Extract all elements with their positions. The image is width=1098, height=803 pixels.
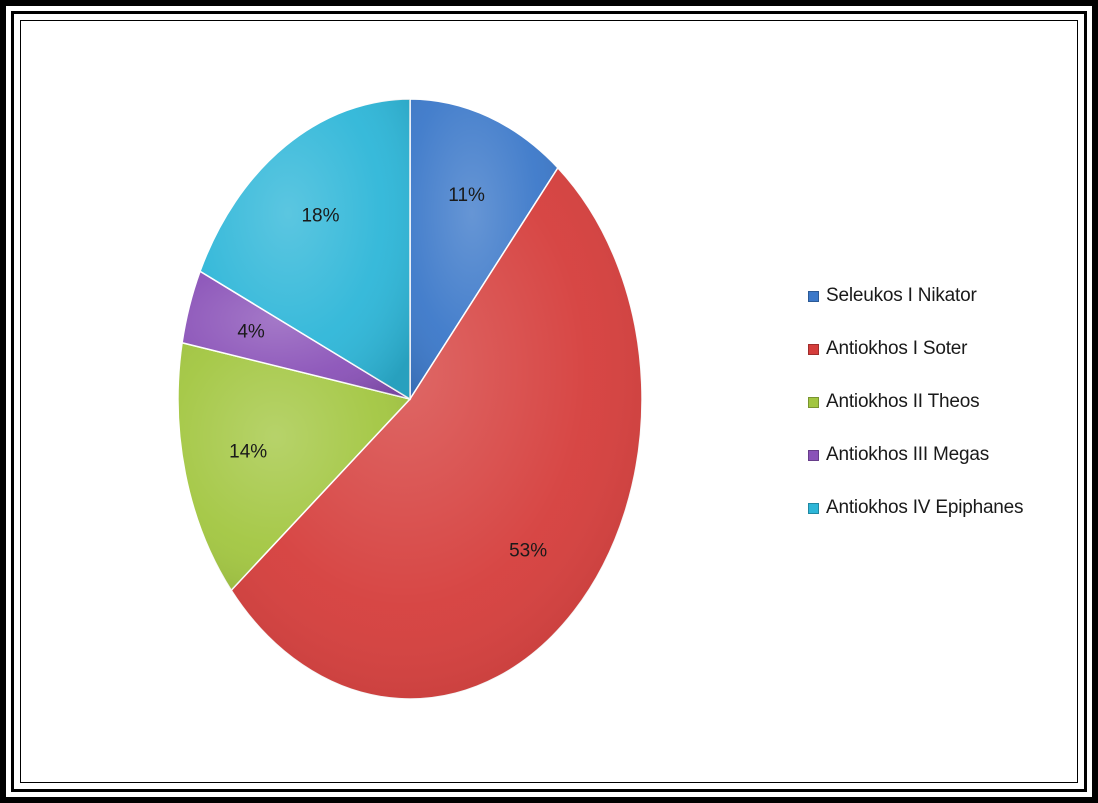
slice-data-label: 53% [509,541,547,562]
pie-slice-shading [178,342,410,591]
slice-data-label: 11% [448,185,485,206]
pie-slice-shading [182,271,410,399]
legend-item-antiokhos-ii-theos: Antiokhos II Theos [808,382,1068,422]
slice-data-label: 4% [237,321,265,342]
legend-label: Antiokhos IV Epiphanes [826,497,1024,518]
legend-swatch-icon [808,396,819,408]
pie-slice-shading [410,99,558,399]
slice-data-label: 18% [301,206,339,227]
pie-slice-shading [231,167,643,700]
legend: Seleukos I Nikator Antiokhos I Soter Ant… [808,276,1068,541]
legend-swatch-icon [808,343,819,355]
pie-slice-shading [200,99,410,399]
legend-label: Antiokhos III Megas [826,444,990,465]
slice-data-label: 14% [229,442,267,463]
legend-item-antiokhos-i-soter: Antiokhos I Soter [808,329,1068,369]
legend-item-antiokhos-iv-epiphanes: Antiokhos IV Epiphanes [808,488,1068,528]
legend-label: Antiokhos I Soter [826,338,968,359]
legend-label: Seleukos I Nikator [826,285,977,306]
legend-swatch-icon [808,290,819,302]
legend-item-antiokhos-iii-megas: Antiokhos III Megas [808,435,1068,475]
legend-label: Antiokhos II Theos [826,391,980,412]
legend-item-seleukos-i-nikator: Seleukos I Nikator [808,276,1068,316]
legend-swatch-icon [808,449,819,461]
legend-swatch-icon [808,502,819,514]
